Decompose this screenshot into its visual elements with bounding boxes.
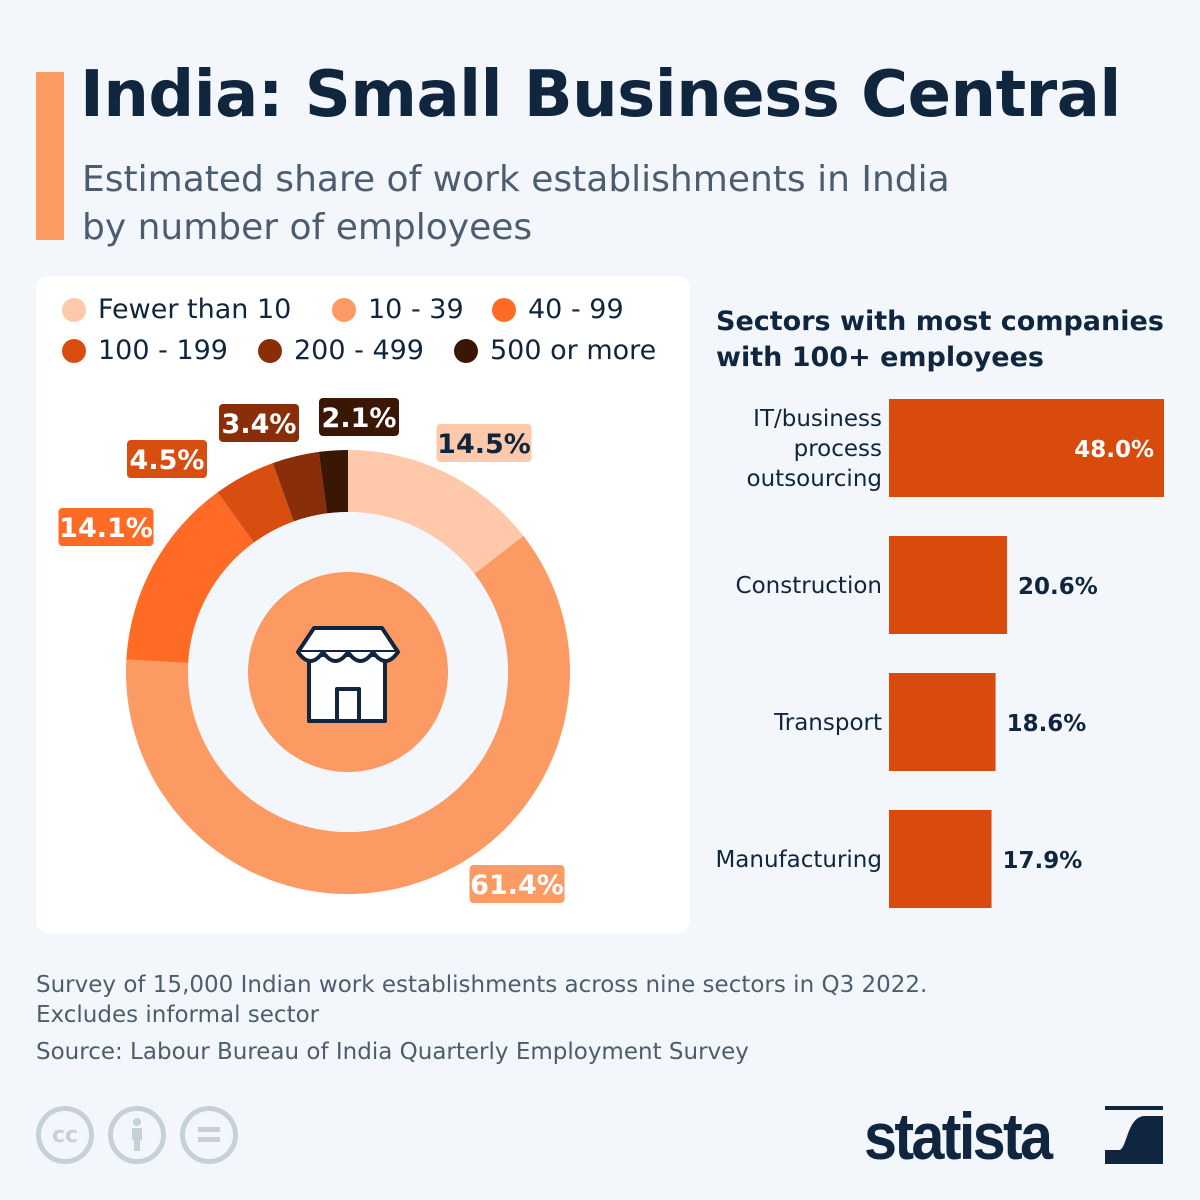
bar-category-label: Transport [773,710,882,736]
bar-value-label: 48.0% [1074,437,1154,463]
subtitle: Estimated share of work establishments i… [82,156,982,252]
bar-value-label: 20.6% [1018,574,1098,600]
legend-swatch [492,297,516,322]
bar [889,810,992,908]
storefront-icon [296,626,400,723]
legend-item: 200 - 499 [258,335,424,366]
slice-label: 14.5% [437,429,531,460]
donut-slice [126,535,570,894]
legend-swatch [332,297,356,322]
slice-label-bg [58,508,154,546]
statista-logo[interactable]: statista [864,1099,1053,1173]
legend-item: 10 - 39 [332,294,464,325]
legend-swatch [62,338,86,363]
donut-slice [126,492,254,663]
bar-category-label: Manufacturing [715,847,882,873]
note-line-1: Survey of 15,000 Indian work establishme… [36,972,928,998]
bar-chart-title: Sectors with most companies with 100+ em… [716,304,1164,376]
attribution-icon[interactable] [108,1106,166,1164]
bar-title-line-1: Sectors with most companies [716,306,1164,337]
donut-slice [318,450,348,514]
slice-label-bg [319,398,399,436]
slice-label: 2.1% [322,403,397,434]
bar [889,673,996,771]
bar [889,399,1164,497]
legend-swatch [258,338,282,363]
legend-label: 500 or more [490,335,657,366]
note-line-2: Excludes informal sector [36,1002,320,1028]
cc-icon-text: cc [51,1122,79,1148]
legend-swatch [454,338,478,363]
slice-label: 14.1% [59,513,153,544]
page-title: India: Small Business Central [80,58,1121,132]
bar-category-label: process [794,436,882,462]
statista-logo-mark-icon [1105,1106,1163,1164]
slice-label-bg [436,424,532,462]
donut-slice [272,451,327,522]
donut-slice [348,450,524,574]
legend-item: 500 or more [454,335,656,366]
slice-label: 4.5% [130,445,205,476]
slice-label: 3.4% [222,409,297,440]
subtitle-line-1: Estimated share of work establishments i… [82,159,950,200]
legend-item: Fewer than 10 [62,294,291,325]
bar [889,536,1008,634]
slice-label-bg [219,404,299,442]
bar-value-label: 17.9% [1003,848,1083,874]
no-derivatives-icon[interactable] [180,1106,238,1164]
legend-label: 10 - 39 [368,294,464,325]
legend-label: 200 - 499 [294,335,424,366]
slice-label-bg [127,440,207,478]
bar-category-label: Construction [736,573,882,599]
donut-slice [217,463,294,543]
legend-label: 40 - 99 [528,294,624,325]
legend-item: 40 - 99 [492,294,624,325]
subtitle-line-2: by number of employees [82,207,533,248]
legend-item: 100 - 199 [62,335,228,366]
legend-label: 100 - 199 [98,335,228,366]
bar-category-label: outsourcing [747,466,882,492]
slice-label-bg [469,865,565,903]
title-accent-bar [36,72,64,240]
bar-category-label: IT/business [753,406,882,432]
survey-note: Survey of 15,000 Indian work establishme… [36,970,927,1030]
cc-icon[interactable]: cc [36,1106,94,1164]
legend-label: Fewer than 10 [98,294,292,325]
legend-swatch [62,297,86,322]
bar-title-line-2: with 100+ employees [716,342,1044,373]
slice-label: 61.4% [470,870,564,901]
bar-value-label: 18.6% [1007,711,1087,737]
source-text: Source: Labour Bureau of India Quarterly… [36,1039,749,1065]
